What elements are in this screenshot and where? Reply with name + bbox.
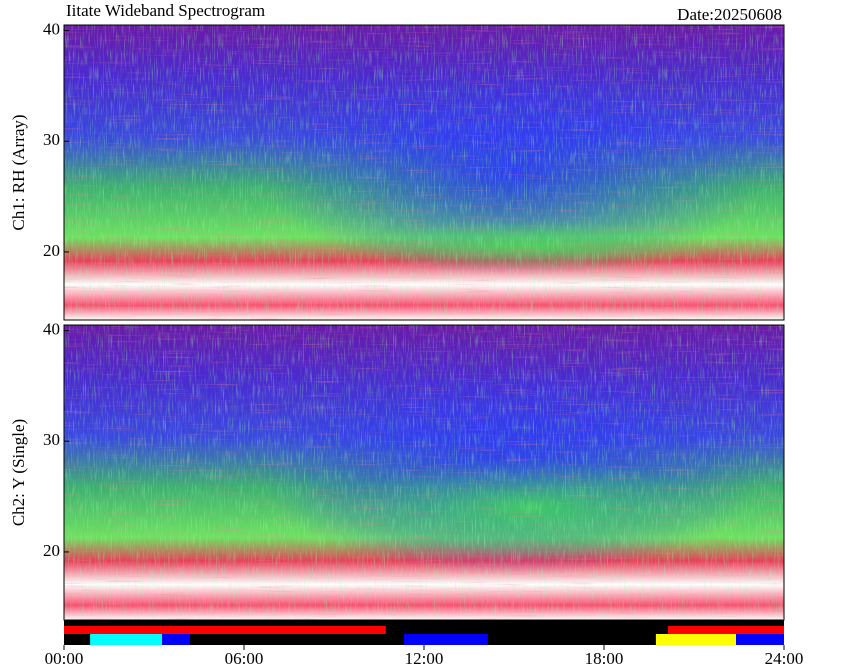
status-segment [736,634,784,645]
y-tick-label: 20 [43,241,60,260]
status-segment [403,634,488,645]
x-tick-label: 24:00 [765,649,804,668]
status-segment [64,626,386,634]
panel-frame [63,24,785,321]
chart-title: Iitate Wideband Spectrogram [66,1,265,20]
status-segment [667,626,784,634]
plots: 20 30 40 Ch1: RH (Array) 20 30 40 Ch2: Y (Singl… [9,19,803,667]
status-segment [90,634,163,645]
x-tick-label: 00:00 [45,649,84,668]
spectrogram-noise [64,325,784,620]
y-axis-label: Ch2: Y (Single) [9,419,28,526]
y-tick-label: 40 [43,319,60,338]
status-segment [385,626,668,634]
spectrogram-noise [64,25,784,320]
y-tick-label: 30 [43,430,60,449]
y-axis-label: Ch1: RH (Array) [9,114,28,230]
y-tick-label: 30 [43,130,60,149]
status-segment [655,634,736,645]
x-tick-label: 06:00 [225,649,264,668]
x-tick-label: 12:00 [405,649,444,668]
date-label: Date:20250608 [677,5,782,24]
status-segment [162,634,190,645]
y-tick-label: 40 [43,19,60,38]
status-segment [190,634,404,645]
y-tick-label: 20 [43,541,60,560]
status-segment [487,634,656,645]
x-tick-label: 18:00 [585,649,624,668]
status-segment [64,634,91,645]
